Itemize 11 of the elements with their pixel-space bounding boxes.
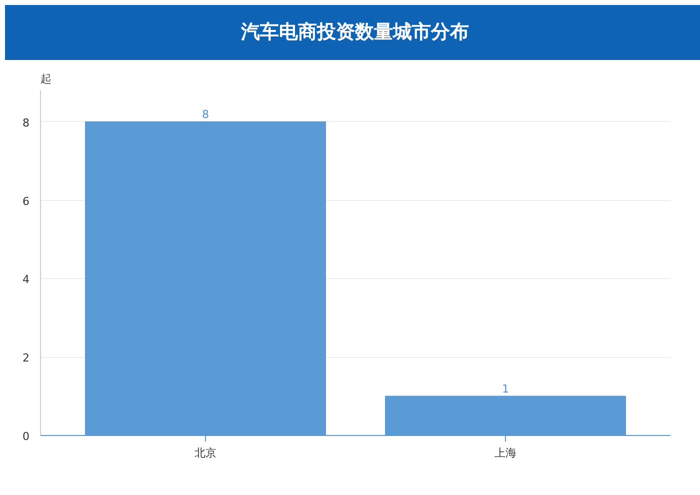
x-tick-label: 上海	[494, 446, 516, 460]
y-tick-label: 0	[22, 430, 30, 443]
data-label: 8	[202, 108, 209, 121]
x-tick-label: 北京	[194, 446, 216, 460]
chart-title: 汽车电商投资数量城市分布	[241, 20, 469, 45]
y-tick-label: 2	[22, 352, 30, 365]
y-axis-title: 起	[40, 72, 52, 86]
y-tick-label: 8	[22, 116, 30, 130]
y-tick-label: 6	[22, 194, 30, 208]
data-label: 1	[502, 382, 509, 396]
y-tick-label: 4	[22, 273, 30, 286]
